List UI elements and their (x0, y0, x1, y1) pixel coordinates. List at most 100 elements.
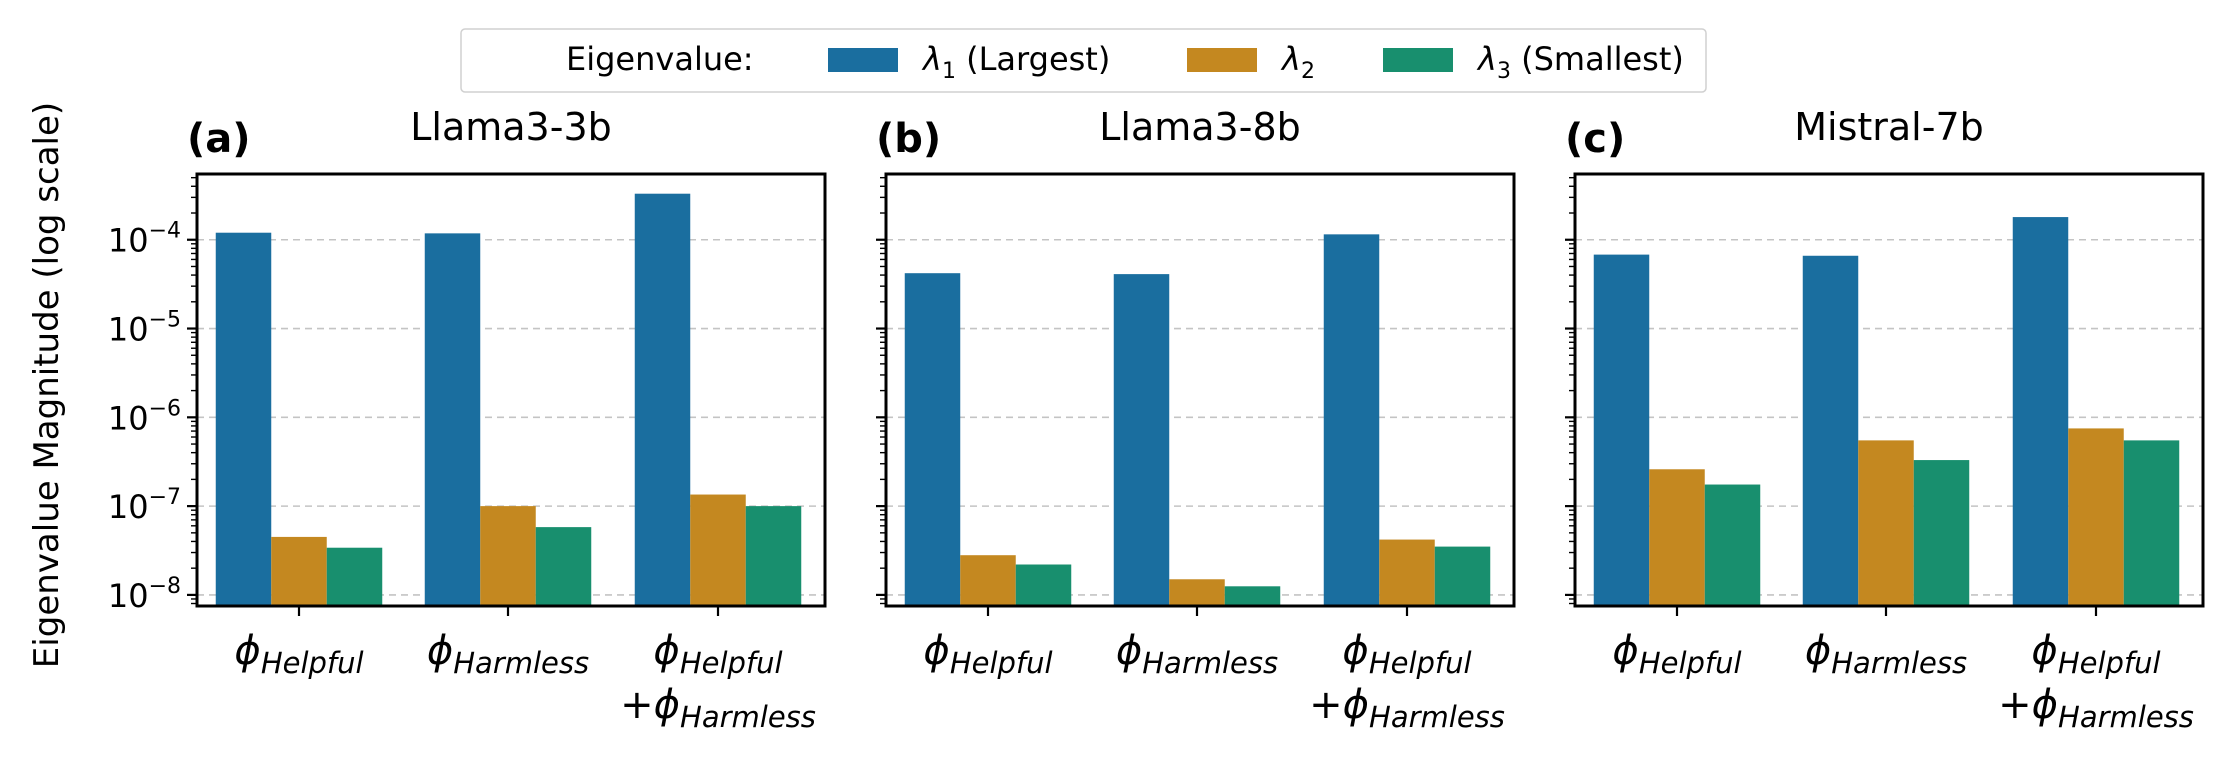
panel-title: Llama3-8b (1099, 105, 1301, 149)
legend-label-1: λ1 (Largest) (921, 40, 1110, 84)
bar-3smallest-cat1 (1704, 484, 1761, 606)
x-label-symbol: +ϕ (1998, 682, 2058, 728)
x-tick-label: ϕHelpful (923, 628, 1052, 680)
bar-1largest-cat1 (904, 273, 961, 606)
y-tick-label: 10−4 (108, 219, 181, 260)
x-label-symbol: +ϕ (620, 682, 680, 728)
bar-3smallest-cat2 (1913, 460, 1970, 606)
x-label-symbol: ϕ (1612, 628, 1638, 674)
bar-1largest-cat1 (1593, 254, 1650, 607)
panel-title: Mistral-7b (1794, 105, 1984, 149)
x-label-subscript: Harmless (680, 700, 816, 734)
y-tick-label: 10−5 (108, 308, 181, 349)
bar-1largest-cat2 (1802, 255, 1859, 607)
x-tick-label: ϕHelpful (2031, 628, 2160, 680)
legend: Eigenvalue: λ1 (Largest) λ2 λ3 (Smallest) (460, 28, 1707, 93)
x-label-symbol: +ϕ (1309, 682, 1369, 728)
y-tick-exponent: −8 (149, 574, 181, 599)
bar-3smallest-cat3 (745, 506, 802, 606)
panels: (a) Llama3-3b10−810−710−610−510−4ϕHelpful… (108, 105, 2205, 734)
y-tick-base: 10 (108, 399, 149, 437)
bar-2-cat3 (2068, 428, 2124, 606)
y-tick-label: 10−8 (108, 574, 181, 615)
x-tick-label: ϕHelpful (1612, 628, 1741, 680)
y-tick-exponent: −6 (149, 396, 181, 421)
bar-2-cat2 (480, 506, 536, 606)
bar-3smallest-cat3 (1434, 546, 1491, 606)
legend-label-3: λ3 (Smallest) (1476, 40, 1684, 84)
x-label-symbol: ϕ (1805, 628, 1831, 674)
x-tick-label: ϕHarmless (1805, 628, 1967, 680)
legend-swatch-2 (1187, 48, 1257, 72)
legend-swatch-1 (828, 48, 898, 72)
bar-2-cat3 (1379, 539, 1435, 606)
y-tick-base: 10 (108, 488, 149, 526)
x-label-symbol: ϕ (427, 628, 453, 674)
bar-1largest-cat3 (2012, 217, 2069, 606)
x-label-subscript: Helpful (680, 646, 783, 680)
x-label-subscript: Helpful (950, 646, 1053, 680)
bar-3smallest-cat1 (1015, 564, 1072, 606)
bar-1largest-cat1 (215, 232, 272, 606)
legend-label-2: λ2 (1280, 40, 1315, 84)
x-tick-label-line2: +ϕHarmless (1309, 682, 1505, 734)
bar-3smallest-cat2 (535, 527, 592, 606)
bar-2-cat3 (690, 494, 746, 606)
x-label-subscript: Helpful (1639, 646, 1742, 680)
bar-3smallest-cat1 (326, 547, 383, 606)
legend-suffix: (Largest) (956, 40, 1110, 78)
x-label-subscript: Harmless (1142, 646, 1278, 680)
bar-2-cat2 (1858, 440, 1914, 606)
y-tick-label: 10−7 (108, 485, 181, 526)
legend-subscript: 1 (942, 59, 956, 84)
panel-label: (b) (876, 116, 941, 162)
y-tick-base: 10 (108, 577, 149, 615)
y-axis-label: Eigenvalue Magnitude (log scale) (27, 102, 67, 668)
panel-label: (c) (1565, 116, 1625, 162)
x-label-subscript: Helpful (261, 646, 364, 680)
x-tick-label-line2: +ϕHarmless (1998, 682, 2194, 734)
y-tick-exponent: −7 (149, 485, 181, 510)
legend-suffix: (Smallest) (1511, 40, 1684, 78)
x-label-symbol: ϕ (234, 628, 260, 674)
x-label-symbol: ϕ (923, 628, 949, 674)
panel-label: (a) (187, 116, 251, 162)
x-tick-label: ϕHelpful (653, 628, 782, 680)
bar-1largest-cat3 (634, 193, 691, 606)
x-label-subscript: Harmless (453, 646, 589, 680)
legend-title: Eigenvalue: (566, 40, 754, 78)
bar-1largest-cat2 (424, 233, 481, 606)
y-tick-label: 10−6 (108, 396, 181, 437)
x-label-subscript: Harmless (1369, 700, 1505, 734)
bar-1largest-cat2 (1113, 274, 1170, 606)
x-label-subscript: Harmless (1831, 646, 1967, 680)
legend-symbol: λ (1280, 40, 1301, 78)
x-tick-label: ϕHelpful (1342, 628, 1471, 680)
legend-symbol: λ (1476, 40, 1497, 78)
x-tick-label: ϕHelpful (234, 628, 363, 680)
y-tick-exponent: −5 (149, 308, 181, 333)
legend-subscript: 3 (1497, 59, 1511, 84)
legend-symbol: λ (921, 40, 942, 78)
legend-swatch-3 (1383, 48, 1453, 72)
x-label-symbol: ϕ (1116, 628, 1142, 674)
bar-2-cat1 (960, 555, 1016, 606)
bar-3smallest-cat3 (2123, 440, 2180, 606)
x-tick-label: ϕHarmless (427, 628, 589, 680)
bar-2-cat2 (1169, 579, 1225, 606)
bar-2-cat1 (271, 536, 327, 606)
y-tick-base: 10 (108, 222, 149, 260)
panel-title: Llama3-3b (410, 105, 612, 149)
x-label-subscript: Helpful (2058, 646, 2161, 680)
x-label-symbol: ϕ (653, 628, 679, 674)
x-label-subscript: Harmless (2058, 700, 2194, 734)
legend-frame (460, 28, 1707, 93)
x-tick-label: ϕHarmless (1116, 628, 1278, 680)
x-label-symbol: ϕ (1342, 628, 1368, 674)
panel-1: (a) Llama3-3b10−810−710−610−510−4ϕHelpful… (108, 105, 827, 734)
y-tick-exponent: −4 (149, 219, 181, 244)
x-label-subscript: Helpful (1369, 646, 1472, 680)
